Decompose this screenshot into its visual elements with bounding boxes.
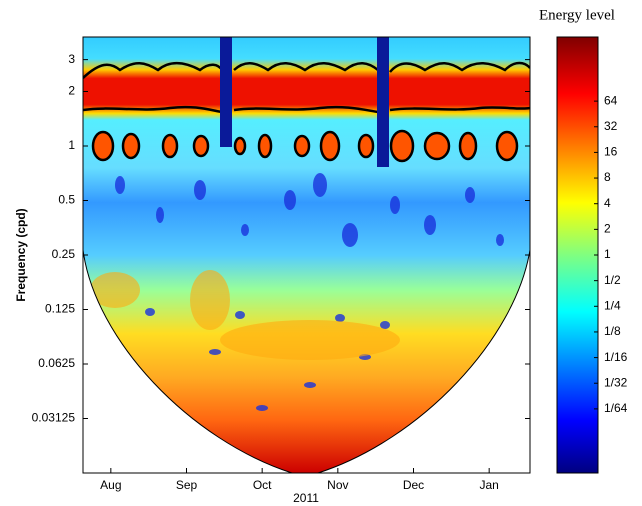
colorbar-tick-label: 64	[604, 93, 618, 107]
colorbar-tick-label: 1/64	[604, 401, 628, 415]
y-tick-label: 0.125	[45, 302, 75, 316]
y-tick-label: 0.5	[58, 193, 75, 207]
y-tick-label: 0.03125	[32, 411, 76, 425]
colorbar-tick-label: 1/16	[604, 350, 628, 364]
colorbar	[556, 36, 599, 474]
colorbar-tick-label: 1	[604, 247, 611, 261]
colorbar-tick-label: 1/8	[604, 324, 621, 338]
y-tick-label: 1	[68, 138, 75, 152]
x-tick-label: Jan	[479, 478, 498, 492]
colorbar-tick-label: 16	[604, 145, 618, 159]
x-tick-label: Oct	[253, 478, 272, 492]
colorbar-tick-label: 1/2	[604, 273, 621, 287]
x-axis-label: 2011	[293, 491, 319, 505]
colorbar-tick-label: 4	[604, 196, 611, 210]
colorbar-tick-label: 8	[604, 170, 611, 184]
colorbar-tick-label: 1/4	[604, 298, 621, 312]
spectrum-field	[83, 37, 530, 473]
x-tick-label: Dec	[403, 478, 424, 492]
y-tick-label: 0.25	[52, 247, 76, 261]
x-tick-label: Sep	[176, 478, 198, 492]
y-axis-label: Frequency (cpd)	[14, 208, 28, 301]
y-tick-label: 3	[68, 52, 75, 66]
x-tick-label: Nov	[327, 478, 348, 492]
y-tick-label: 0.0625	[38, 356, 75, 370]
colorbar-title: Energy level	[539, 7, 615, 23]
colorbar-tick-label: 32	[604, 119, 618, 133]
colorbar-tick-label: 1/32	[604, 375, 628, 389]
x-tick-label: Aug	[100, 478, 121, 492]
y-tick-label: 2	[68, 84, 75, 98]
colorbar-tick-label: 2	[604, 222, 611, 236]
